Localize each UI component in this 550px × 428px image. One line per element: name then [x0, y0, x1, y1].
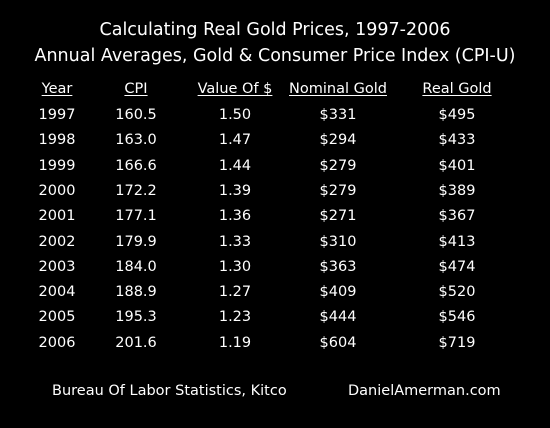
cell-year: 1999 [38, 157, 76, 174]
cell-year: 2004 [38, 284, 76, 301]
cell-real-gold: $474 [438, 258, 476, 275]
cell-year: 2001 [38, 208, 76, 225]
cell-nominal-gold: $271 [319, 208, 357, 225]
cell-year: 2003 [38, 258, 76, 275]
website-credit: DanielAmerman.com [348, 383, 501, 399]
cell-value-of: 1.33 [218, 233, 252, 250]
cell-real-gold: $401 [438, 157, 476, 174]
column-header-nominal-gold: Nominal Gold [289, 81, 387, 97]
cell-year: 1998 [38, 132, 76, 149]
column-header-year: Year [41, 81, 73, 97]
cell-nominal-gold: $279 [319, 182, 357, 199]
cell-real-gold: $546 [438, 309, 476, 326]
cell-year: 2006 [38, 334, 76, 351]
cell-cpi: 166.6 [115, 157, 157, 174]
cell-nominal-gold: $331 [319, 107, 357, 123]
cell-nominal-gold: $279 [319, 157, 357, 174]
cell-value-of: 1.39 [218, 182, 252, 199]
cell-year: 2002 [38, 233, 76, 250]
chart-title: Calculating Real Gold Prices, 1997-2006 [99, 20, 451, 40]
cell-real-gold: $413 [438, 233, 476, 250]
cell-real-gold: $719 [438, 334, 476, 351]
cell-value-of: 1.47 [218, 132, 252, 149]
cell-cpi: 163.0 [115, 132, 157, 149]
cell-real-gold: $389 [438, 182, 476, 199]
source-credit: Bureau Of Labor Statistics, Kitco [52, 383, 287, 399]
cell-year: 1997 [38, 107, 76, 123]
column-header-value-of: Value Of $ [197, 81, 273, 97]
cell-real-gold: $520 [438, 284, 476, 301]
cell-value-of: 1.36 [218, 208, 252, 225]
cell-value-of: 1.30 [218, 258, 252, 275]
column-header-cpi: CPI [124, 81, 148, 97]
cell-cpi: 201.6 [115, 334, 157, 351]
cell-cpi: 172.2 [115, 182, 157, 199]
cell-nominal-gold: $604 [319, 334, 357, 351]
cell-value-of: 1.23 [218, 309, 252, 326]
cell-nominal-gold: $363 [319, 258, 357, 275]
cell-cpi: 160.5 [115, 107, 157, 123]
cell-nominal-gold: $409 [319, 284, 357, 301]
cell-cpi: 177.1 [115, 208, 157, 225]
cell-value-of: 1.27 [218, 284, 252, 301]
cell-year: 2005 [38, 309, 76, 326]
cell-real-gold: $367 [438, 208, 476, 225]
chart-subtitle: Annual Averages, Gold & Consumer Price I… [34, 46, 516, 66]
cell-cpi: 184.0 [115, 258, 157, 275]
cell-real-gold: $433 [438, 132, 476, 149]
cell-nominal-gold: $294 [319, 132, 357, 149]
cell-year: 2000 [38, 182, 76, 199]
cell-cpi: 188.9 [115, 284, 157, 301]
cell-real-gold: $495 [438, 107, 476, 123]
column-header-real-gold: Real Gold [422, 81, 492, 97]
cell-value-of: 1.44 [218, 157, 252, 174]
cell-value-of: 1.50 [218, 107, 252, 123]
cell-cpi: 179.9 [115, 233, 157, 250]
cell-value-of: 1.19 [218, 334, 252, 351]
cell-cpi: 195.3 [115, 309, 157, 326]
cell-nominal-gold: $444 [319, 309, 357, 326]
cell-nominal-gold: $310 [319, 233, 357, 250]
